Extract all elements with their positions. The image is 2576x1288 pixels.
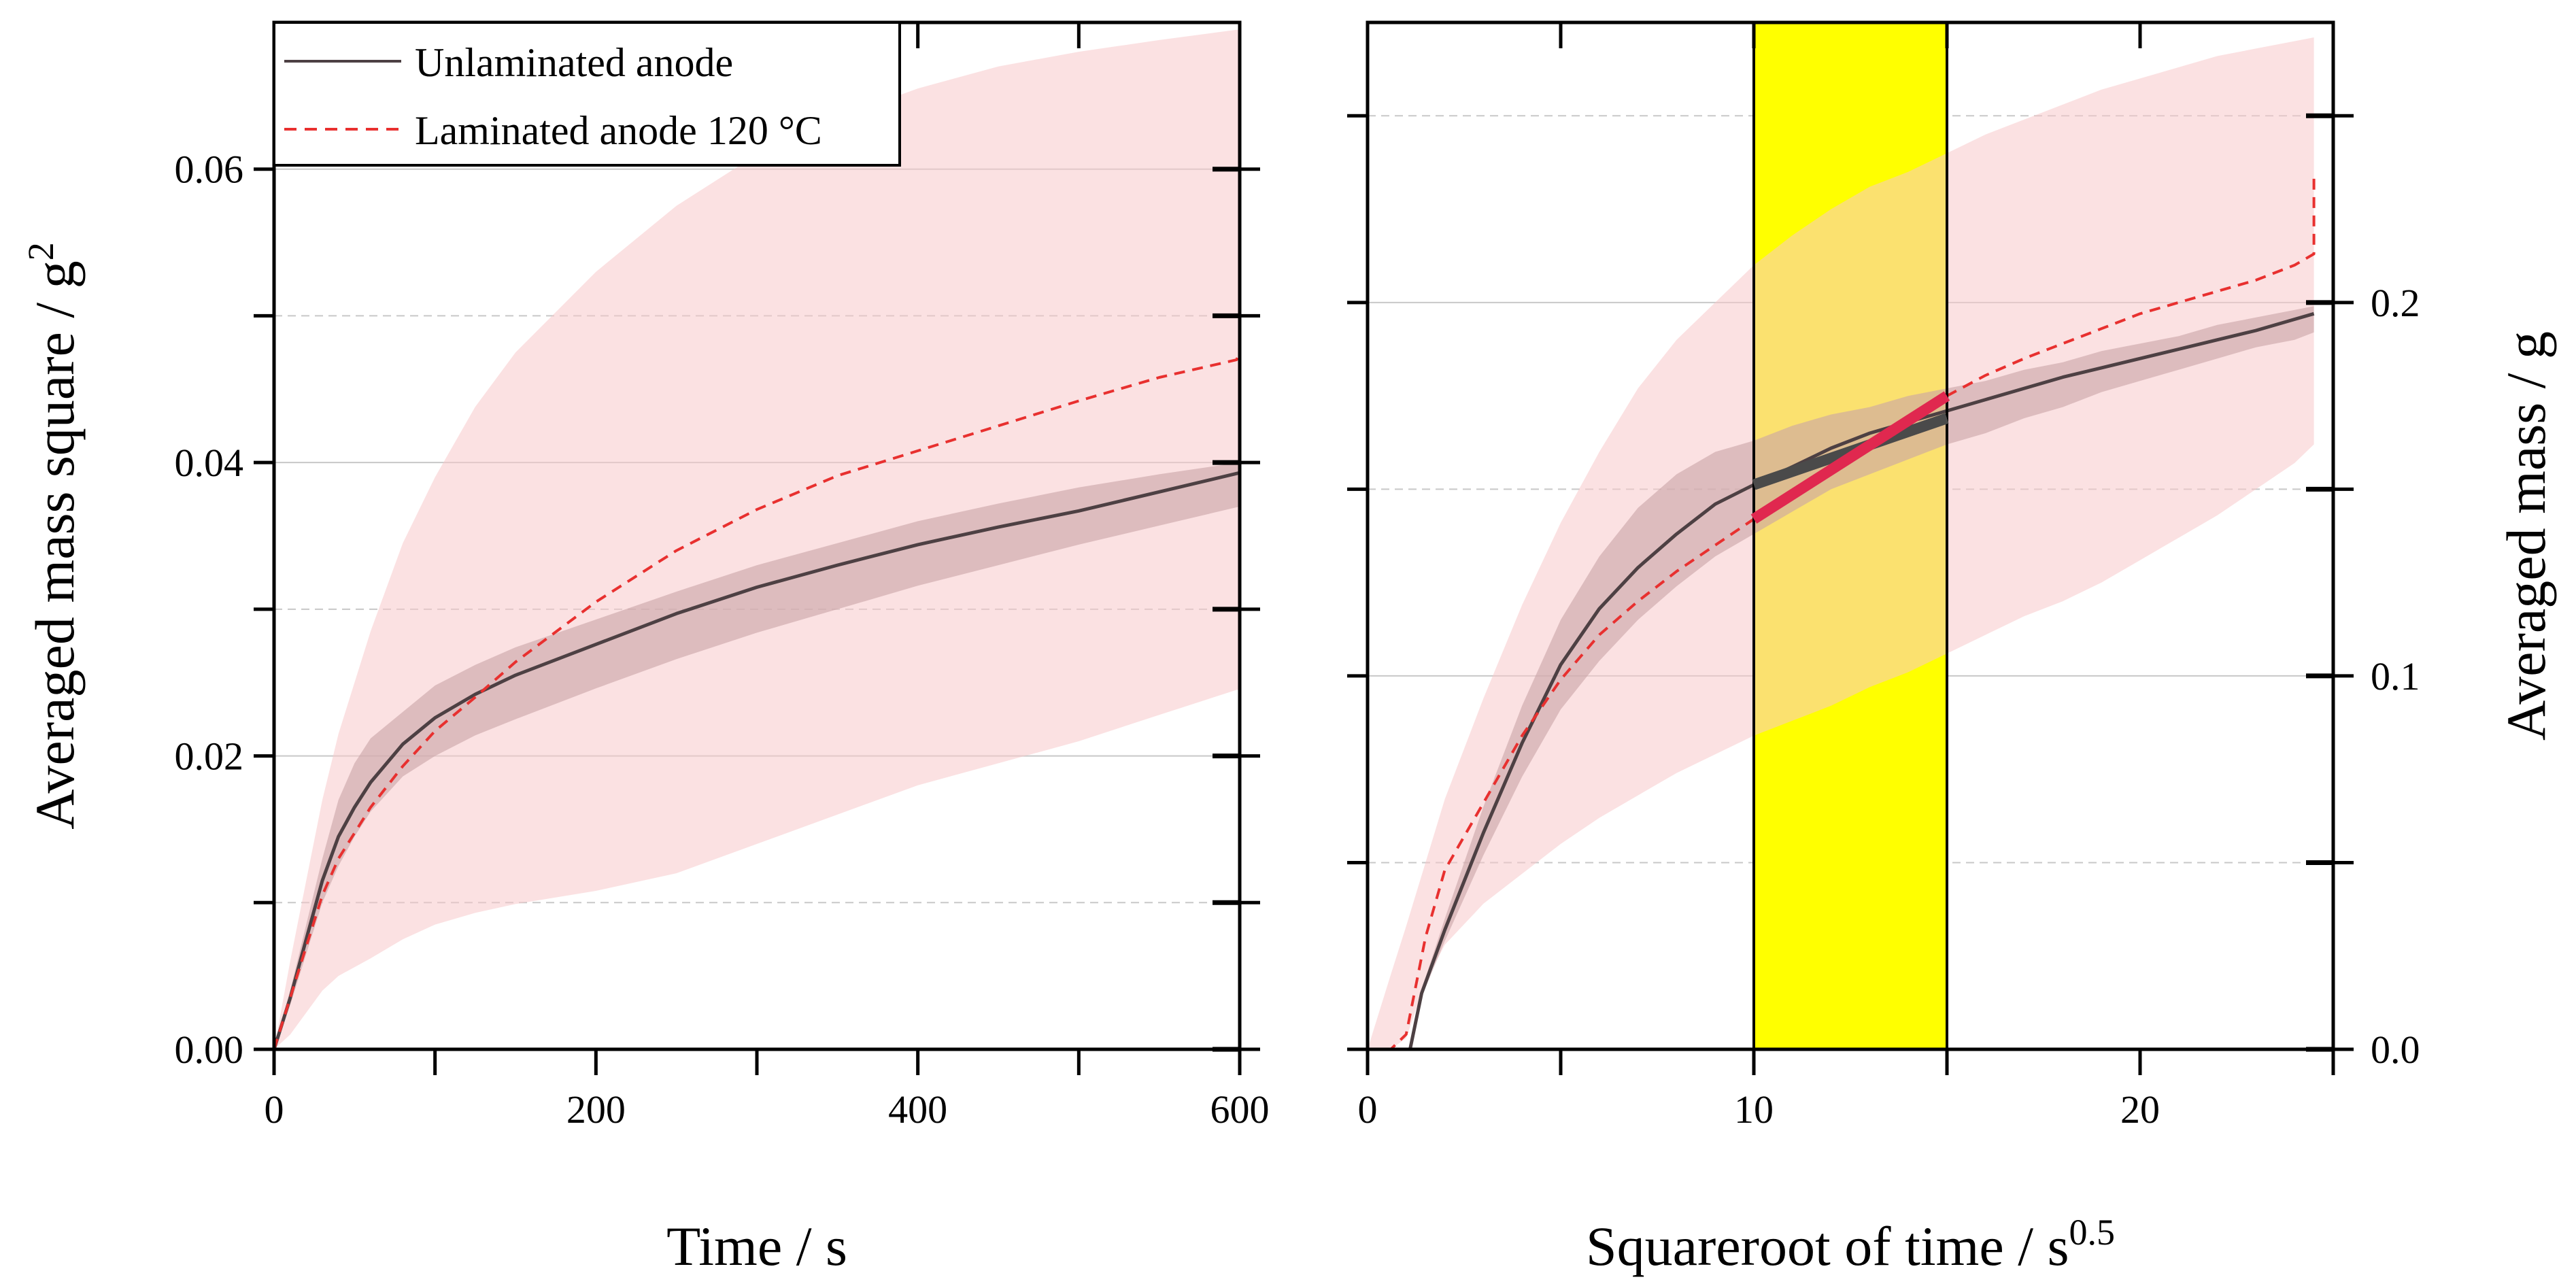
right-line-unlaminated bbox=[1368, 311, 2315, 1049]
right-y-tick-label-1: 0.1 bbox=[2371, 654, 2420, 698]
left-y-tick-label-2: 0.04 bbox=[175, 441, 244, 485]
left-x-tick-label-3: 600 bbox=[1210, 1087, 1270, 1132]
right-x-tick-label-1: 10 bbox=[1734, 1087, 1774, 1132]
left-band-unlaminated bbox=[274, 462, 1240, 1049]
left-y-tick-label-1: 0.02 bbox=[175, 734, 244, 779]
right-x-axis-title-text: Squareroot of time / s bbox=[1586, 1215, 2069, 1277]
left-x-axis-title: Time / s bbox=[666, 1215, 847, 1277]
right-y-tick-label-2: 0.2 bbox=[2371, 281, 2420, 325]
left-y-axis-title-text: Averaged mass square / g bbox=[24, 260, 86, 829]
left-x-tick-label-0: 0 bbox=[265, 1087, 284, 1132]
left-y-tick-label-0: 0.00 bbox=[175, 1028, 244, 1072]
left-plot-area bbox=[274, 29, 1240, 1049]
left-y-tick-label-3: 0.06 bbox=[175, 148, 244, 192]
legend-box bbox=[273, 21, 901, 167]
right-x-tick-label-2: 20 bbox=[2120, 1087, 2160, 1132]
right-y-tick-label-0: 0.0 bbox=[2371, 1028, 2420, 1072]
left-line-laminated bbox=[274, 184, 1240, 1049]
right-plot-area bbox=[1368, 22, 2316, 1049]
left-chart-panel: 0 200 400 600 0.00 0.02 0.04 0.06 Time / s Aver… bbox=[20, 20, 1270, 1277]
right-axis-ticks: 0 10 20 0.0 0.1 0.2 bbox=[1347, 22, 2420, 1132]
left-band-laminated bbox=[274, 29, 1240, 1049]
legend-label-laminated: Laminated anode 120 °C bbox=[415, 108, 822, 153]
right-chart-panel: 0 10 20 0.0 0.1 0.2 Squareroot of time / s0.5… bbox=[1347, 20, 2557, 1277]
legend: Unlaminated anode Laminated anode 120 °C bbox=[273, 21, 901, 167]
legend-label-unlaminated: Unlaminated anode bbox=[415, 40, 733, 85]
right-plot-frame bbox=[1366, 20, 2335, 1051]
right-x-tick-label-0: 0 bbox=[1358, 1087, 1378, 1132]
left-y-axis-title-superscript: 2 bbox=[20, 242, 61, 260]
left-y-axis-title: Averaged mass square / g2 bbox=[20, 242, 86, 829]
right-y-axis-title: Averaged mass / g bbox=[2495, 331, 2557, 741]
left-axis-ticks: 0 200 400 600 0.00 0.02 0.04 0.06 bbox=[175, 22, 1270, 1132]
fit-line-laminated bbox=[1750, 391, 1950, 524]
right-x-axis-title-superscript: 0.5 bbox=[2069, 1212, 2116, 1253]
left-x-tick-label-2: 400 bbox=[888, 1087, 947, 1132]
left-x-tick-label-1: 200 bbox=[566, 1087, 626, 1132]
right-x-axis-title: Squareroot of time / s0.5 bbox=[1586, 1212, 2115, 1277]
left-line-unlaminated bbox=[274, 471, 1240, 1049]
right-band-laminated bbox=[1368, 37, 2314, 1049]
